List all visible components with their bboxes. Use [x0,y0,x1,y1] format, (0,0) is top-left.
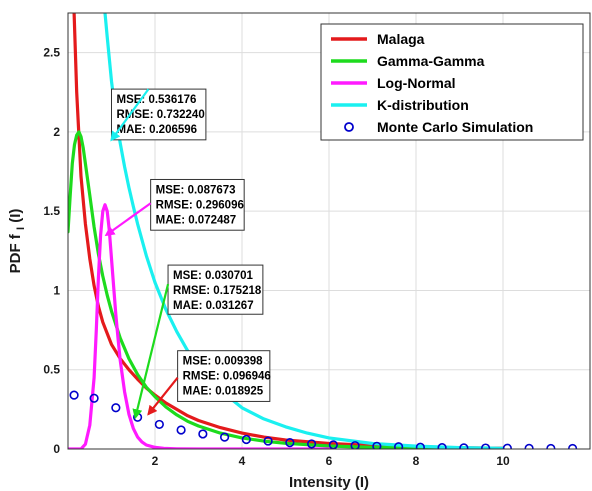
data-point-monte-carlo-simulation [263,436,273,446]
data-point-monte-carlo-simulation [176,425,186,435]
y-axis-label-subscript: I [15,227,27,230]
data-point-monte-carlo-simulation [437,442,447,449]
x-tick-label: 4 [239,454,246,468]
data-point-monte-carlo-simulation [394,442,404,449]
annotation-text: MSE: 0.030701 [173,270,254,282]
data-point-monte-carlo-simulation [69,390,79,400]
annotation-k-distribution: MSE: 0.536176 RMSE: 0.732240 MAE: 0.206596 [110,88,207,142]
annotation-text: MAE: 0.072487 [156,214,237,226]
y-tick-label: 0 [53,442,60,456]
annotation-text: MSE: 0.536176 [117,94,197,106]
data-point-monte-carlo-simulation [350,441,360,449]
data-point-monte-carlo-simulation [481,443,491,449]
data-point-monte-carlo-simulation [307,439,317,449]
annotation-text: RMSE: 0.296096 [156,199,244,211]
series-line-gamma-gamma [68,130,505,449]
annotation-text: RMSE: 0.096946 [183,371,271,383]
annotation-arrow [110,88,150,142]
annotation-arrow [104,202,152,237]
legend-label-monte-carlo-simulation: Monte Carlo Simulation [377,119,533,135]
tick-labels: 2 4 6 8 10 0 0.5 1 1.5 2 2.5 [43,46,510,468]
data-point-monte-carlo-simulation [415,442,425,449]
data-point-monte-carlo-simulation [133,412,143,422]
data-point-monte-carlo-simulation [372,441,382,449]
annotation-text: MAE: 0.018925 [183,386,264,398]
annotation-text: MAE: 0.031267 [173,300,254,312]
data-point-monte-carlo-simulation [285,438,295,448]
y-axis-label-main: PDF f [7,233,24,273]
annotation-text: RMSE: 0.732240 [117,109,205,121]
annotation-box [177,350,271,402]
data-point-monte-carlo-simulation [220,432,230,442]
legend-label-malaga: Malaga [377,31,425,47]
legend-label-log-normal: Log-Normal [377,75,456,91]
data-point-monte-carlo-simulation [154,419,164,430]
legend-label-k-distribution: K-distribution [377,97,469,113]
data-point-monte-carlo-simulation [502,443,512,449]
annotation-text: MSE: 0.087673 [156,184,236,196]
y-tick-label: 0.5 [43,363,60,377]
annotation-malaga: MSE: 0.009398 RMSE: 0.096946 MAE: 0.018925 [147,350,271,416]
annotation-box [111,88,207,141]
data-point-monte-carlo-simulation [524,443,534,449]
x-tick-label: 10 [496,454,510,468]
annotation-gamma-gamma: MSE: 0.030701 RMSE: 0.175218 MAE: 0.031267 [132,264,264,420]
legend-swatch-monte-carlo-simulation [344,122,354,132]
annotation-arrow [147,376,179,416]
legend-label-gamma-gamma: Gamma-Gamma [377,53,485,69]
legend: Malaga Gamma-Gamma Log-Normal K-distributio… [320,23,584,141]
series-line-log-normal [68,203,331,449]
series-line-k-distribution [103,13,505,449]
annotation-log-normal: MSE: 0.087673 RMSE: 0.296096 MAE: 0.072487 [104,178,245,237]
annotation-text: RMSE: 0.175218 [173,285,262,297]
data-point-monte-carlo-simulation [111,403,121,413]
data-point-monte-carlo-simulation [459,443,469,449]
y-axis-label-tail: (I) [7,209,24,223]
x-axis-label: Intensity (I) [289,474,369,491]
axes [67,12,591,450]
annotation-box [167,264,264,315]
y-tick-label: 1 [53,283,60,297]
annotation-text: MSE: 0.009398 [183,356,264,368]
x-tick-label: 2 [152,454,159,468]
x-tick-label: 6 [326,454,333,468]
annotation-arrow [132,283,170,420]
plot-frame [67,12,591,450]
data-point-monte-carlo-simulation [241,434,251,445]
annotation-box [150,178,245,231]
data-point-monte-carlo-simulation [198,429,208,439]
annotation-text: MAE: 0.206596 [117,124,198,136]
y-tick-label: 1.5 [43,204,60,218]
y-tick-label: 2.5 [43,46,60,60]
y-axis-label: PDF f I (I) [7,209,28,274]
annotations: MSE: 0.536176 RMSE: 0.732240 MAE: 0.206596… [104,88,271,420]
x-tick-label: 8 [413,454,420,468]
y-tick-label: 2 [53,125,60,139]
data-point-monte-carlo-simulation [89,393,99,403]
series-layer [68,13,578,449]
